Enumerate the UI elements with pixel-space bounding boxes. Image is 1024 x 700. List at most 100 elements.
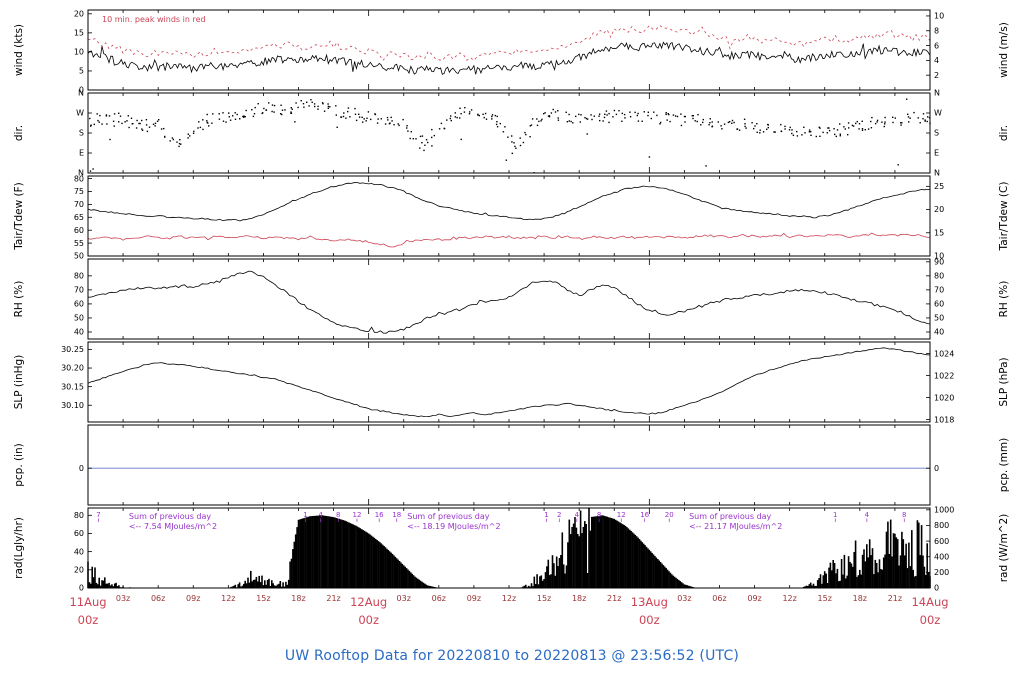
dir-dot — [881, 121, 883, 123]
dir-dot — [557, 119, 560, 121]
dir-dot — [354, 107, 356, 110]
dir-dot — [421, 142, 423, 144]
tick-label-left: 0 — [79, 464, 84, 473]
dir-dot — [415, 138, 417, 140]
dir-dot — [536, 118, 538, 120]
dir-dot — [694, 120, 696, 122]
dir-dot — [927, 116, 929, 118]
day-tick-sub-label: 00z — [78, 613, 99, 627]
dir-dot — [753, 127, 755, 130]
tick-label-right: 70 — [934, 286, 944, 295]
hour-tick-label: 03z — [116, 594, 130, 603]
dir-dot — [828, 127, 830, 129]
dir-dot — [386, 116, 389, 119]
dir-dot — [484, 112, 487, 115]
dir-dot — [90, 124, 92, 126]
tick-label-left: E — [79, 149, 84, 158]
dir-dot — [280, 113, 282, 115]
dir-dot — [855, 122, 857, 125]
dir-dot — [202, 119, 204, 121]
dir-dot — [443, 127, 446, 130]
dir-dot — [294, 121, 296, 123]
axis-title-left-wind-direction: dir. — [13, 125, 25, 141]
axis-title-right-radiation: rad (W/m^2) — [998, 514, 1010, 583]
dir-dot — [557, 117, 559, 119]
dir-dot — [93, 123, 95, 126]
axis-title-right-temperature: Tair/Tdew (C) — [998, 182, 1010, 252]
hour-tick-label: 18z — [572, 594, 586, 603]
tick-label-left: 30.15 — [61, 382, 84, 391]
dir-dot — [590, 114, 592, 116]
dir-dot — [547, 115, 550, 117]
tick-label-left: N — [78, 89, 84, 98]
dir-dot — [897, 164, 899, 166]
dir-dot — [702, 118, 704, 121]
dir-dot — [861, 120, 863, 122]
day-tick-label: 11Aug — [69, 595, 106, 609]
tick-label-right: 200 — [934, 568, 949, 577]
dir-dot — [819, 135, 821, 137]
dir-dot — [913, 111, 915, 114]
dir-dot — [424, 144, 426, 146]
dir-dot — [459, 117, 461, 119]
dir-dot — [884, 116, 886, 119]
dir-dot — [924, 119, 926, 121]
tick-label-left: 65 — [74, 213, 84, 222]
dir-dot — [460, 113, 462, 115]
dir-dot — [218, 118, 221, 120]
tick-label-left: 50 — [74, 314, 84, 323]
dir-dot — [579, 121, 581, 123]
dir-dot — [615, 113, 618, 116]
dir-dot — [672, 114, 675, 116]
dir-dot — [494, 114, 496, 117]
dir-dot — [198, 121, 200, 123]
dir-dot — [347, 110, 349, 113]
sum-annotation: Sum of previous day — [689, 512, 771, 521]
dir-dot — [300, 100, 302, 102]
dir-dot — [575, 115, 577, 118]
dir-dot — [349, 116, 351, 118]
dir-dot — [109, 138, 111, 141]
dir-dot — [126, 120, 128, 122]
dir-dot — [433, 134, 435, 137]
dir-dot — [273, 104, 276, 107]
tick-label-left: 80 — [74, 511, 84, 520]
dir-dot — [96, 113, 98, 115]
energy-counter: 4 — [865, 511, 870, 519]
dir-dot — [674, 115, 677, 117]
hour-tick-label: 15z — [256, 594, 270, 603]
dir-dot — [667, 113, 669, 115]
tick-label-right: 800 — [934, 521, 949, 530]
dir-dot — [836, 129, 839, 131]
dir-dot — [803, 126, 805, 128]
tick-label-right: 0 — [934, 584, 939, 593]
dir-dot — [511, 152, 513, 155]
panel-pressure: 30.25 30.20 30.15 30.10 1024 1022 1020 1018 SLP … — [13, 341, 1010, 424]
dir-dot — [883, 125, 885, 128]
dir-dot — [310, 99, 312, 101]
hour-tick-label: 12z — [221, 594, 235, 603]
dir-dot — [709, 122, 711, 124]
energy-counter: 4 — [318, 511, 323, 519]
dir-dot — [608, 121, 610, 124]
dir-dot — [548, 116, 551, 118]
dir-dot — [370, 118, 372, 121]
energy-counter: 1 — [544, 511, 548, 519]
dir-dot — [852, 125, 855, 127]
hour-tick-label: 21z — [326, 594, 340, 603]
dir-dot — [796, 135, 799, 137]
dir-dot — [843, 126, 845, 128]
dir-dot — [180, 143, 182, 145]
tick-label-right: 600 — [934, 537, 949, 546]
dir-dot — [496, 115, 498, 118]
panel-pressure-border — [87, 341, 931, 423]
dir-dot — [295, 102, 297, 104]
dir-dot — [711, 125, 714, 127]
tick-label-right: 400 — [934, 552, 949, 561]
dir-dot — [345, 117, 347, 119]
dir-dot — [907, 113, 909, 115]
dir-dot — [268, 102, 270, 104]
dir-dot — [835, 135, 837, 138]
dir-dot — [810, 134, 812, 136]
